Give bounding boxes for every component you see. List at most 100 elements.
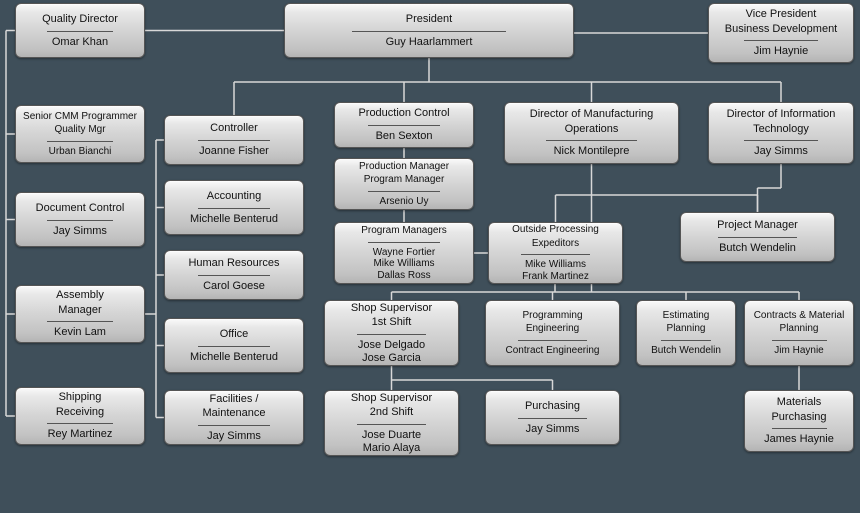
divider <box>744 140 819 141</box>
node-name: Jim Haynie <box>749 345 849 357</box>
divider <box>772 428 827 429</box>
node-name: Jim Haynie <box>713 45 849 58</box>
node-name: Jay Simms <box>713 145 849 158</box>
node-name: Butch Wendelin <box>641 345 731 357</box>
node-title: Director of Information <box>713 108 849 121</box>
node-office: OfficeMichelle Benterud <box>164 318 304 373</box>
node-prog_mgrs: Program Managers Wayne FortierMike Willia… <box>334 222 474 284</box>
node-name: Butch Wendelin <box>685 242 830 255</box>
node-name: Mike WilliamsFrank Martinez <box>493 259 618 282</box>
node-quality_director: Quality DirectorOmar Khan <box>15 3 145 58</box>
divider <box>198 275 270 276</box>
node-materials: MaterialsPurchasingJames Haynie <box>744 390 854 452</box>
node-name: Rey Martinez <box>20 428 140 441</box>
node-name: Contract Engineering <box>490 345 615 357</box>
divider <box>518 340 587 341</box>
divider <box>521 254 590 255</box>
node-name: Ben Sexton <box>339 130 469 143</box>
node-doc_control: Document ControlJay Simms <box>15 192 145 247</box>
node-title: Senior CMM Programmer <box>20 111 140 123</box>
divider <box>47 321 113 322</box>
divider <box>357 424 426 425</box>
node-name: Jose DuarteMario Alaya <box>329 429 454 454</box>
node-title: Production Control <box>339 107 469 120</box>
node-title2: Planning <box>641 323 731 335</box>
node-name: Urban Bianchi <box>20 146 140 158</box>
node-title2: Quality Mgr <box>20 124 140 136</box>
node-name: Jay Simms <box>169 430 299 443</box>
node-cmm: Senior CMM ProgrammerQuality Mgr Urban Bi… <box>15 105 145 163</box>
node-name: Kevin Lam <box>20 326 140 339</box>
node-title: Office <box>169 328 299 341</box>
node-title: Accounting <box>169 190 299 203</box>
divider <box>47 31 113 32</box>
node-title: Project Manager <box>685 219 830 232</box>
node-controller: Controller Joanne Fisher <box>164 115 304 165</box>
node-title: Human Resources <box>169 257 299 270</box>
divider <box>198 346 270 347</box>
node-title2: Manager <box>20 304 140 317</box>
divider <box>368 191 440 192</box>
divider <box>368 125 440 126</box>
node-contracts: Contracts & MaterialPlanningJim Haynie <box>744 300 854 366</box>
node-outside: Outside ProcessingExpeditorsMike William… <box>488 222 623 284</box>
divider <box>198 208 270 209</box>
divider <box>744 40 819 41</box>
node-dir_it: Director of Information Technology Jay Sim… <box>708 102 854 164</box>
node-shop2: Shop Supervisor2nd Shift Jose DuarteMario… <box>324 390 459 456</box>
divider <box>47 141 113 142</box>
node-title2: 2nd Shift <box>329 406 454 419</box>
node-name: Jay Simms <box>490 423 615 436</box>
node-prod_mgr: Production ManagerProgram ManagerArsenio… <box>334 158 474 210</box>
node-title: Quality Director <box>20 13 140 26</box>
node-title2: Technology <box>713 123 849 136</box>
node-title: Controller <box>169 122 299 135</box>
node-estimating: EstimatingPlanningButch Wendelin <box>636 300 736 366</box>
node-title: President <box>289 13 569 26</box>
node-assembly: Assembly Manager Kevin Lam <box>15 285 145 343</box>
node-title2: Purchasing <box>749 411 849 424</box>
divider <box>198 425 270 426</box>
node-title2: Engineering <box>490 323 615 335</box>
node-title2: Receiving <box>20 406 140 419</box>
node-president: President Guy Haarlammert <box>284 3 574 58</box>
divider <box>661 340 711 341</box>
divider <box>47 423 113 424</box>
node-title: Programming <box>490 310 615 322</box>
divider <box>368 242 440 243</box>
divider <box>718 237 798 238</box>
node-purchasing: PurchasingJay Simms <box>485 390 620 445</box>
node-title: Program Managers <box>339 225 469 237</box>
divider <box>47 220 113 221</box>
node-name: Jose DelgadoJose Garcia <box>329 339 454 364</box>
divider <box>198 140 270 141</box>
node-hr: Human ResourcesCarol Goese <box>164 250 304 300</box>
node-title: Assembly <box>20 289 140 302</box>
node-name: Guy Haarlammert <box>289 36 569 49</box>
node-name: Michelle Benterud <box>169 213 299 226</box>
node-name: Joanne Fisher <box>169 145 299 158</box>
node-title2: Business Development <box>713 23 849 36</box>
node-accounting: Accounting Michelle Benterud <box>164 180 304 235</box>
node-title: Director of Manufacturing <box>509 108 674 121</box>
node-facilities: Facilities /MaintenanceJay Simms <box>164 390 304 445</box>
node-name: Wayne FortierMike WilliamsDallas Ross <box>339 247 469 282</box>
node-title: Document Control <box>20 202 140 215</box>
node-proj_mgr: Project Manager Butch Wendelin <box>680 212 835 262</box>
node-shipping: Shipping Receiving Rey Martinez <box>15 387 145 445</box>
org-chart-canvas: { "chart": { "type": "tree", "background… <box>0 0 860 513</box>
node-title: Vice President <box>713 8 849 21</box>
divider <box>546 140 637 141</box>
node-title: Shipping <box>20 391 140 404</box>
node-title2: Planning <box>749 323 849 335</box>
divider <box>518 418 587 419</box>
node-prod_control: Production Control Ben Sexton <box>334 102 474 148</box>
divider <box>352 31 506 32</box>
node-title: Shop Supervisor <box>329 392 454 405</box>
node-shop1: Shop Supervisor1st ShiftJose DelgadoJose… <box>324 300 459 366</box>
node-title: Shop Supervisor <box>329 302 454 315</box>
node-name: James Haynie <box>749 433 849 446</box>
node-title2: Program Manager <box>339 174 469 186</box>
node-title: Facilities / <box>169 393 299 406</box>
node-vp_biz: Vice President Business Development Jim Ha… <box>708 3 854 63</box>
